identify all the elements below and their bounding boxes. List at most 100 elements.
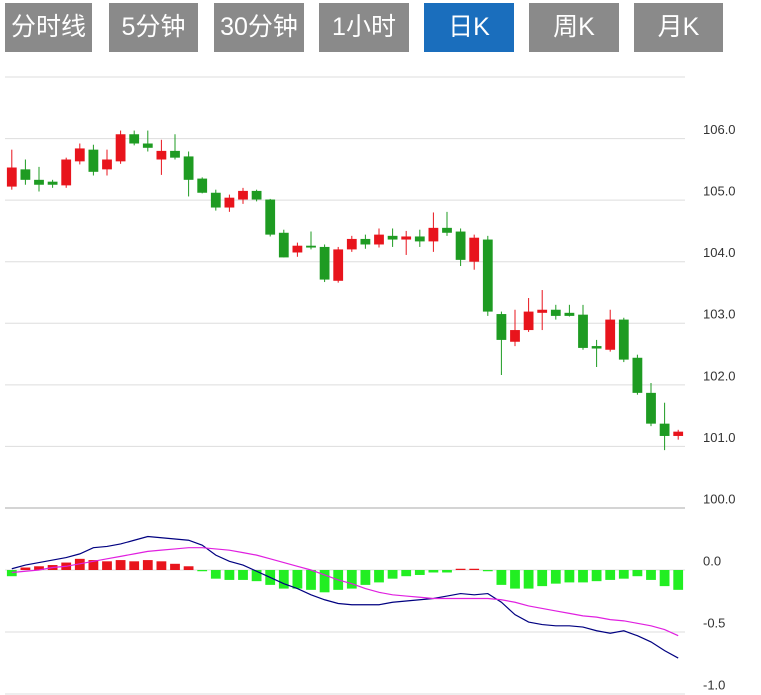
candle-body: [564, 312, 575, 316]
macd-bar: [251, 570, 262, 582]
tab[interactable]: 周K: [529, 3, 619, 52]
candle-body: [605, 319, 616, 350]
tab[interactable]: 5分钟: [109, 3, 198, 52]
candle-body: [115, 134, 126, 162]
macd-bar: [618, 570, 629, 579]
candle-body: [129, 134, 140, 144]
candle-body: [61, 159, 72, 186]
candle-body: [482, 239, 493, 312]
candle-body: [20, 169, 31, 180]
macd-bar: [482, 570, 493, 572]
candle-body: [591, 346, 602, 349]
candle-body: [550, 309, 561, 316]
candle-body: [428, 227, 439, 242]
candle-body: [469, 237, 480, 262]
tab[interactable]: 30分钟: [214, 3, 304, 52]
y-tick-label: 104.0: [703, 245, 736, 260]
y-tick-label: -1.0: [703, 677, 725, 692]
macd-bar: [605, 570, 616, 580]
macd-bar: [469, 568, 480, 570]
macd-bar: [564, 570, 575, 583]
candle-body: [442, 227, 452, 233]
macd-bar: [292, 570, 303, 589]
tab[interactable]: 分时线: [5, 3, 92, 52]
candle-body: [319, 246, 330, 280]
candle-body: [210, 192, 221, 208]
candle-body: [88, 149, 99, 172]
macd-bar: [510, 570, 520, 589]
macd-bar: [387, 570, 398, 579]
macd-bar: [34, 566, 44, 570]
macd-bar: [401, 570, 412, 577]
y-tick-label: 0.0: [703, 553, 721, 568]
macd-bar: [550, 570, 561, 584]
candle-body: [387, 235, 398, 240]
candle-body: [224, 197, 235, 208]
macd-bar: [238, 570, 248, 580]
candle-body: [578, 314, 588, 348]
y-tick-label: 100.0: [703, 491, 736, 506]
macd-bar: [115, 560, 126, 570]
macd-bar: [591, 570, 602, 582]
macd-bar: [129, 561, 140, 570]
macd-bar: [360, 570, 371, 585]
macd-bar: [142, 560, 153, 570]
candle-body: [102, 159, 112, 170]
macd-bar: [659, 570, 670, 587]
macd-bar: [414, 570, 425, 575]
macd-bar: [442, 570, 452, 573]
candle-body: [292, 245, 303, 253]
macd-bar: [673, 570, 684, 590]
macd-bar: [578, 570, 588, 583]
candle-body: [183, 156, 194, 180]
macd-bar: [20, 567, 31, 570]
candle-body: [496, 314, 507, 340]
candle-body: [360, 238, 371, 245]
y-tick-label: 106.0: [703, 122, 736, 137]
candle-body: [47, 181, 58, 185]
candle-body: [537, 309, 548, 313]
candle-body: [455, 231, 466, 260]
candle-body: [401, 236, 412, 240]
candle-body: [306, 245, 316, 248]
y-tick-label: 105.0: [703, 184, 736, 199]
macd-bar: [319, 570, 330, 593]
candle-body: [510, 330, 520, 342]
macd-bar: [346, 570, 357, 589]
candle-body: [34, 179, 44, 185]
candle-body: [414, 236, 425, 242]
macd-bar: [455, 568, 466, 570]
macd-bar: [306, 570, 316, 590]
tab-bar: 分时线 5分钟 30分钟 1小时 日K 周K 月K: [0, 0, 761, 56]
macd-bar: [102, 561, 112, 570]
macd-bar: [224, 570, 235, 580]
candle-body: [659, 423, 670, 436]
candle-body: [523, 311, 534, 331]
candle-body: [142, 143, 153, 148]
y-tick-label: 102.0: [703, 368, 736, 383]
candle-body: [374, 234, 384, 245]
macd-bar: [197, 570, 208, 572]
candle-body: [632, 357, 643, 393]
macd-bar: [496, 570, 507, 585]
tab[interactable]: 1小时: [319, 3, 409, 52]
macd-line: [11, 535, 679, 659]
candle-body: [156, 150, 167, 160]
macd-line: [11, 547, 679, 637]
y-tick-label: 103.0: [703, 307, 736, 322]
macd-bar: [374, 570, 384, 583]
candle-body: [618, 319, 629, 360]
macd-bar: [537, 570, 548, 587]
tab[interactable]: 月K: [634, 3, 723, 52]
candle-body: [346, 238, 357, 250]
candle-body: [6, 167, 17, 187]
candle-body: [265, 199, 276, 235]
candle-body: [238, 190, 248, 200]
candle-body: [251, 190, 262, 200]
macd-bar: [428, 570, 439, 573]
tab[interactable]: 日K: [424, 3, 514, 52]
candle-body: [197, 178, 208, 193]
macd-bar: [523, 570, 534, 589]
